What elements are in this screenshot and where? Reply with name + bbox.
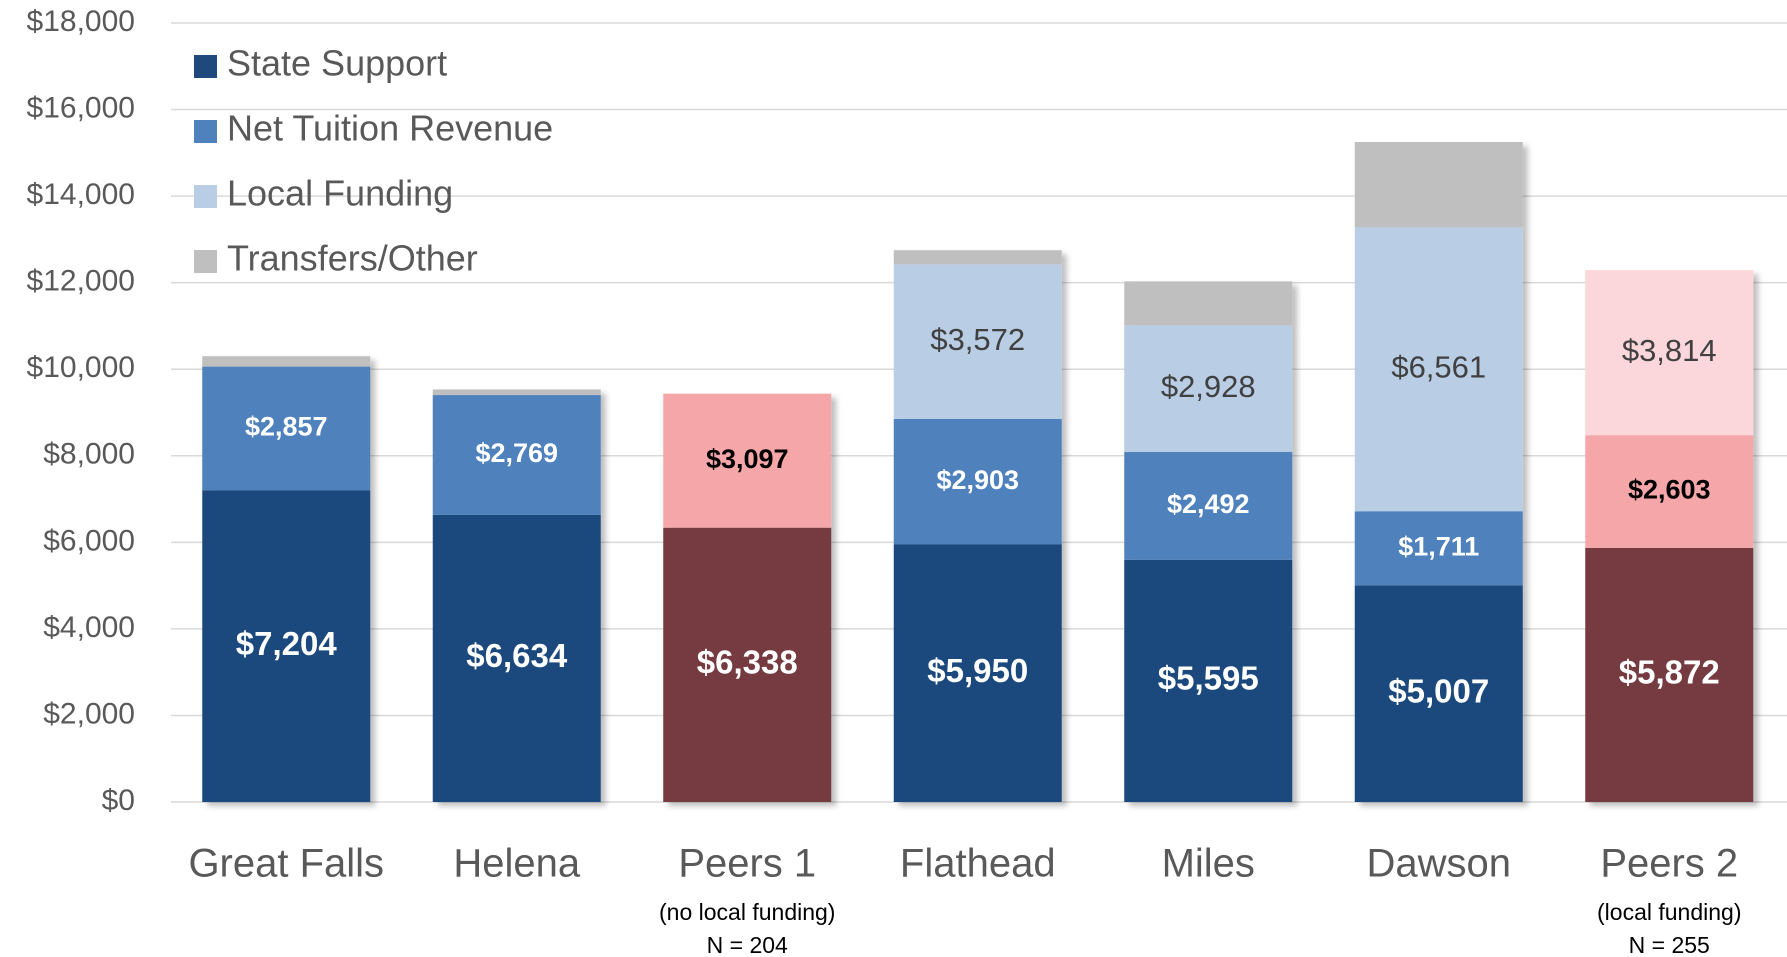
- bar-stack: [893, 250, 1062, 802]
- bar-segment: [893, 544, 1062, 802]
- legend-swatch: [194, 120, 217, 143]
- data-label: $3,097: [706, 444, 789, 474]
- data-label: $3,814: [1622, 333, 1717, 368]
- data-label: $6,561: [1391, 349, 1486, 384]
- category-note: (no local funding): [659, 899, 835, 925]
- bar-segment: [1124, 452, 1293, 560]
- category-note: N = 255: [1629, 932, 1710, 957]
- y-tick-label: $12,000: [27, 265, 135, 298]
- x-tick-label: Miles: [1162, 842, 1255, 886]
- bar-segment: [1124, 559, 1293, 802]
- bar-segment: [1585, 270, 1754, 436]
- y-tick-label: $2,000: [43, 697, 135, 730]
- bar-segment: [1124, 325, 1293, 453]
- bar-segment: [1354, 585, 1523, 802]
- x-tick-label: Peers 1: [678, 842, 816, 886]
- legend-label: Local Funding: [227, 173, 453, 214]
- bar-stack: [1354, 142, 1523, 802]
- bar-segment: [202, 356, 371, 367]
- bar-segment: [432, 514, 601, 802]
- data-label: $5,595: [1158, 660, 1259, 697]
- data-label: $6,338: [697, 644, 798, 681]
- data-label: $2,769: [475, 438, 558, 468]
- category-note: N = 204: [707, 932, 788, 957]
- bar-segment: [432, 395, 601, 515]
- bar-stack: [663, 393, 832, 802]
- legend-swatch: [194, 55, 217, 78]
- bar-segment: [202, 366, 371, 491]
- bar-segment: [893, 418, 1062, 545]
- data-label: $1,711: [1398, 531, 1479, 561]
- bar-segment: [1354, 511, 1523, 586]
- x-tick-label: Helena: [453, 842, 581, 886]
- bar-stack: [432, 389, 601, 802]
- bar-segment: [202, 490, 371, 802]
- y-tick-label: $0: [102, 784, 135, 817]
- y-tick-label: $18,000: [27, 5, 135, 38]
- legend-label: State Support: [227, 43, 447, 84]
- data-label: $6,634: [466, 637, 568, 674]
- data-label: $2,857: [245, 412, 328, 442]
- bar-segment: [1354, 227, 1523, 512]
- bar-segment: [1585, 435, 1754, 548]
- data-label: $5,872: [1619, 654, 1720, 691]
- data-label: $5,007: [1388, 672, 1489, 709]
- data-label: $2,903: [936, 465, 1019, 495]
- y-tick-label: $16,000: [27, 91, 135, 124]
- data-label: $2,492: [1167, 489, 1250, 519]
- y-tick-label: $14,000: [27, 178, 135, 211]
- bar-segment: [1354, 142, 1523, 228]
- legend-label: Transfers/Other: [227, 238, 478, 279]
- bar-stack: [1124, 281, 1293, 802]
- x-tick-label: Great Falls: [188, 842, 384, 886]
- x-tick-label: Dawson: [1366, 842, 1511, 886]
- data-label: $2,928: [1161, 369, 1256, 404]
- x-tick-label: Peers 2: [1600, 842, 1738, 886]
- y-tick-label: $8,000: [43, 438, 135, 471]
- bar-segment: [893, 264, 1062, 419]
- y-tick-label: $6,000: [43, 524, 135, 557]
- data-label: $7,204: [236, 625, 338, 662]
- legend-label: Net Tuition Revenue: [227, 108, 553, 149]
- bar-segment: [663, 527, 832, 802]
- bar-stack: [202, 356, 371, 802]
- data-label: $3,572: [930, 322, 1025, 357]
- legend-swatch: [194, 250, 217, 273]
- bar-segment: [663, 393, 832, 528]
- y-tick-label: $10,000: [27, 351, 135, 384]
- legend-swatch: [194, 185, 217, 208]
- bar-segment: [432, 389, 601, 396]
- bar-segment: [1124, 281, 1293, 326]
- data-label: $2,603: [1628, 475, 1711, 505]
- bar-stack: [1585, 270, 1754, 802]
- y-tick-label: $4,000: [43, 611, 135, 644]
- data-label: $5,950: [927, 652, 1028, 689]
- x-tick-label: Flathead: [900, 842, 1056, 886]
- bar-segment: [1585, 547, 1754, 802]
- bar-segment: [893, 250, 1062, 265]
- category-note: (local funding): [1597, 899, 1741, 925]
